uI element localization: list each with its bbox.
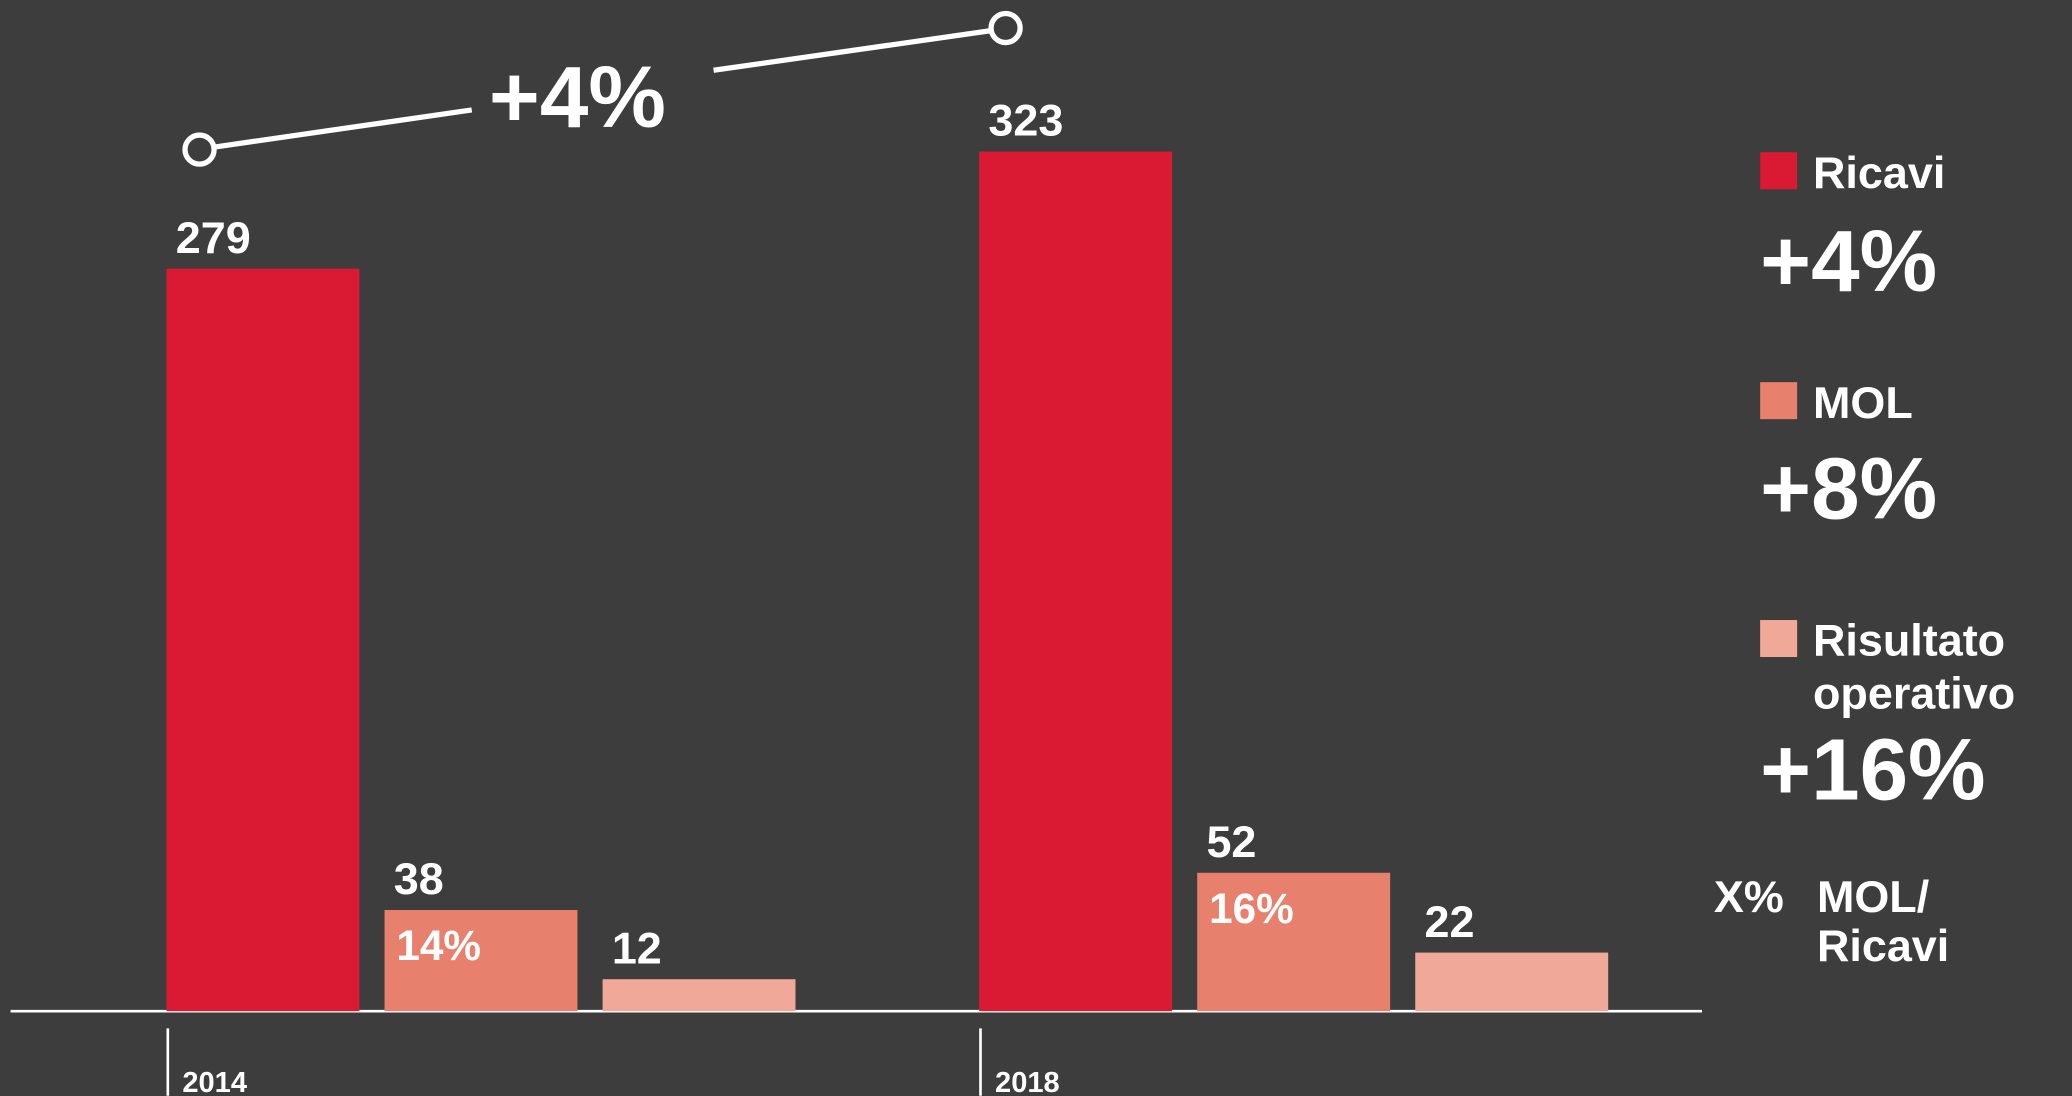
trend-line bbox=[713, 28, 992, 73]
legend-label-line: Risultato bbox=[1813, 615, 2005, 666]
bar bbox=[1415, 952, 1609, 1012]
ratio-label: 14% bbox=[396, 922, 481, 969]
x-tick-label: 2018 bbox=[995, 1067, 1060, 1096]
bar bbox=[602, 979, 796, 1012]
trend-marker bbox=[182, 132, 217, 167]
ratio-label: 16% bbox=[1209, 885, 1294, 932]
legend-change: +4% bbox=[1760, 213, 1937, 310]
legend-swatch bbox=[1760, 152, 1798, 190]
note-text: MOL/ bbox=[1817, 871, 1930, 922]
trend-line bbox=[215, 107, 473, 150]
trend-annotation: +4% bbox=[489, 49, 666, 146]
value-label: 22 bbox=[1425, 896, 1475, 947]
bar bbox=[384, 910, 578, 1012]
legend-label: MOL bbox=[1813, 377, 1913, 428]
legend-label: Risultato operativo bbox=[1813, 615, 2015, 719]
value-label: 38 bbox=[394, 853, 444, 904]
value-label: 323 bbox=[988, 95, 1063, 146]
bar bbox=[1197, 872, 1391, 1012]
trend-marker bbox=[988, 10, 1023, 46]
value-label: 12 bbox=[612, 922, 662, 973]
legend-swatch bbox=[1760, 620, 1798, 658]
legend-swatch bbox=[1760, 382, 1798, 420]
value-label: 52 bbox=[1206, 816, 1256, 867]
bar bbox=[166, 268, 360, 1012]
legend-change: +16% bbox=[1760, 722, 1985, 819]
legend-change: +8% bbox=[1760, 440, 1937, 537]
value-label: 279 bbox=[176, 212, 251, 263]
note-text: Ricavi bbox=[1817, 920, 1949, 971]
legend-label: Ricavi bbox=[1813, 147, 1945, 198]
bar bbox=[979, 151, 1173, 1012]
note-key: X% bbox=[1714, 871, 1784, 922]
legend-label-line: operativo bbox=[1813, 668, 2015, 719]
x-tick-label: 2014 bbox=[182, 1067, 247, 1096]
